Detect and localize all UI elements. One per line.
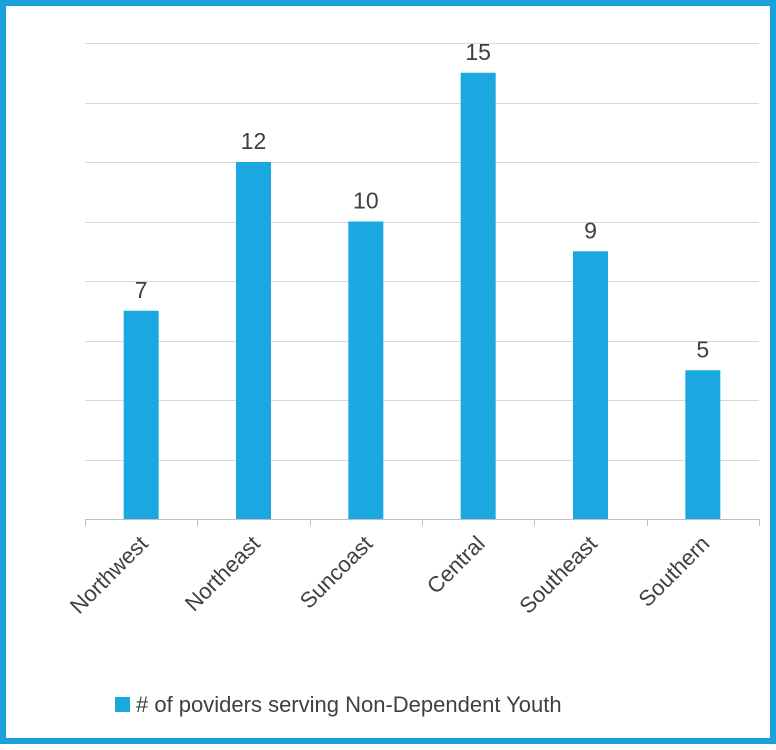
legend-label: # of poviders serving Non-Dependent Yout…: [136, 692, 562, 717]
bar-northeast: [236, 162, 271, 519]
data-label: 5: [696, 336, 709, 362]
category-label: Northwest: [65, 531, 153, 619]
legend-swatch: [115, 697, 130, 712]
legend: # of poviders serving Non-Dependent Yout…: [115, 692, 562, 717]
bar-central: [460, 72, 496, 519]
bar-southern: [685, 370, 721, 519]
data-label: 7: [135, 277, 148, 303]
category-label: Central: [422, 531, 490, 599]
bar-northwest: [123, 310, 159, 519]
category-label: Suncoast: [295, 531, 378, 614]
category-label: Southern: [634, 531, 715, 612]
data-labels: 7 12 10 15 9 5: [135, 39, 709, 363]
category-labels: Northwest Northeast Suncoast Central Southea…: [65, 531, 714, 619]
data-label: 12: [241, 128, 267, 154]
bar-chart: 7 12 10 15 9 5 Northwest Northeast Suncoast Cent…: [65, 39, 760, 717]
data-label: 9: [584, 217, 597, 243]
data-label: 10: [353, 188, 379, 214]
data-label: 15: [465, 39, 491, 65]
category-label: Northeast: [180, 531, 265, 616]
bars: [123, 72, 721, 519]
bar-suncoast: [348, 221, 384, 519]
gridlines: [85, 43, 759, 461]
bar-southeast: [573, 251, 608, 519]
category-label: Southeast: [514, 531, 602, 619]
x-axis: [85, 519, 760, 526]
